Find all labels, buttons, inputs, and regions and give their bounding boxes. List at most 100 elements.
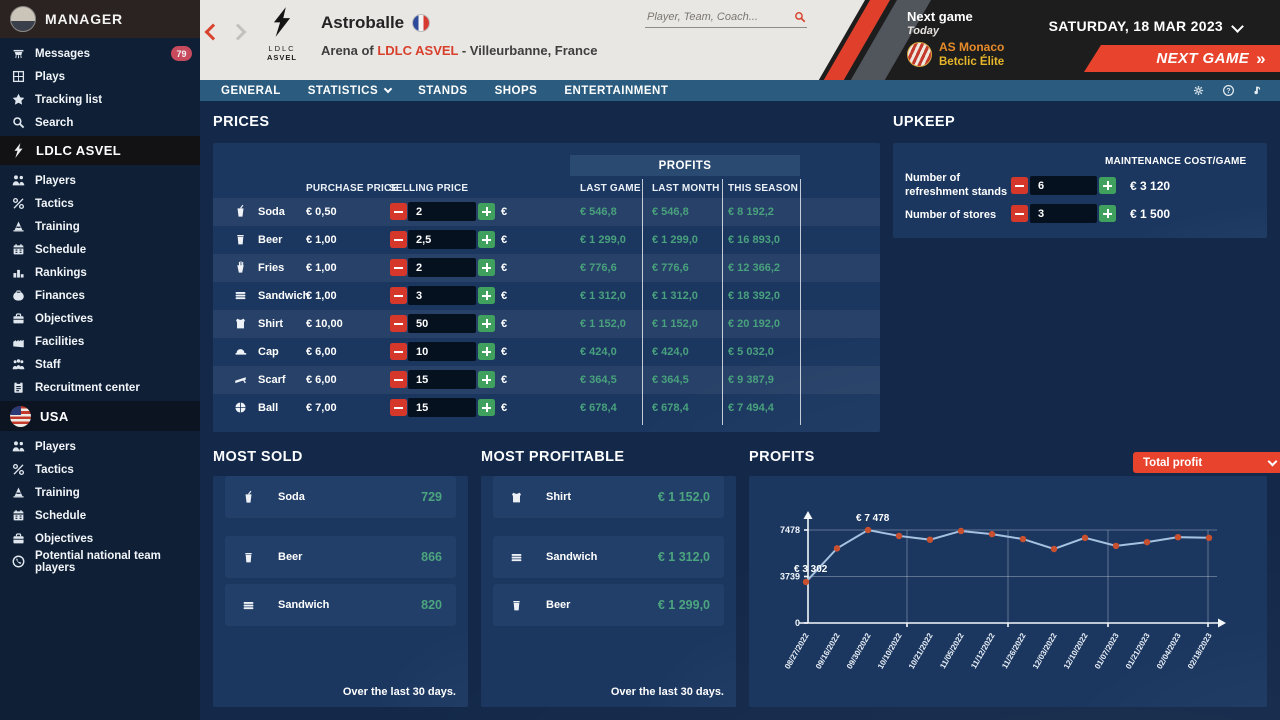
sidebar-item-tracking-list[interactable]: Tracking list <box>0 88 200 111</box>
sidebar-usa-header[interactable]: USA <box>0 401 200 431</box>
selling-price-input[interactable]: 10 <box>408 342 476 361</box>
sidebar-item-search[interactable]: Search <box>0 111 200 134</box>
selling-price-input[interactable]: 3 <box>408 286 476 305</box>
sidebar-item-label: Rankings <box>35 266 87 279</box>
increase-price-button[interactable] <box>478 259 495 276</box>
decrease-stores-button[interactable] <box>1011 205 1028 222</box>
selling-price-input[interactable]: 2,5 <box>408 230 476 249</box>
stores-count-input[interactable]: 3 <box>1030 204 1097 223</box>
decrease-price-button[interactable] <box>390 287 407 304</box>
product-name: Soda <box>258 206 285 218</box>
date-dropdown[interactable]: SATURDAY, 18 MAR 2023 <box>1049 18 1244 34</box>
search-input[interactable] <box>645 10 793 24</box>
chevron-down-icon <box>1267 456 1278 467</box>
profit-last-month: € 1 152,0 <box>652 318 698 330</box>
tab-entertainment[interactable]: ENTERTAINMENT <box>564 85 668 97</box>
france-flag-icon <box>412 14 431 32</box>
search-icon[interactable] <box>793 10 807 24</box>
sidebar-item[interactable]: Finances <box>0 284 200 307</box>
arena-team-link[interactable]: LDLC ASVEL <box>377 43 459 58</box>
decrease-price-button[interactable] <box>390 231 407 248</box>
sidebar-item[interactable]: Players <box>0 435 200 458</box>
selling-price-input[interactable]: 50 <box>408 314 476 333</box>
sidebar-item[interactable]: Training <box>0 481 200 504</box>
decrease-price-button[interactable] <box>390 343 407 360</box>
facilities-icon <box>11 334 26 349</box>
increase-price-button[interactable] <box>478 287 495 304</box>
upkeep-panel: MAINTENANCE COST/GAME Number of refreshm… <box>893 143 1267 238</box>
sidebar-item[interactable]: Tactics <box>0 458 200 481</box>
selling-price-input[interactable]: 2 <box>408 258 476 277</box>
decrease-stands-button[interactable] <box>1011 177 1028 194</box>
manager-label: MANAGER <box>45 11 123 27</box>
sidebar-item[interactable]: Objectives <box>0 527 200 550</box>
help-icon[interactable]: ? <box>1222 84 1235 97</box>
purchase-price: € 1,00 <box>306 234 337 246</box>
chevron-down-icon <box>383 84 393 94</box>
top-bar: LDLC ASVEL Astroballe Arena of LDLC ASVE… <box>200 0 1280 80</box>
selling-price-input[interactable]: 15 <box>408 370 476 389</box>
sidebar-item[interactable]: Staff <box>0 353 200 376</box>
players-icon <box>11 439 26 454</box>
stands-count-input[interactable]: 6 <box>1030 176 1097 195</box>
tactics-icon <box>11 462 26 477</box>
increase-price-button[interactable] <box>478 203 495 220</box>
decrease-price-button[interactable] <box>390 315 407 332</box>
product-name: Scarf <box>258 374 286 386</box>
sidebar-item[interactable]: Schedule <box>0 504 200 527</box>
selling-price-input[interactable]: 15 <box>408 398 476 417</box>
arena-name: Astroballe <box>321 13 405 32</box>
col-last-month: LAST MONTH <box>652 183 720 194</box>
sidebar-item[interactable]: Players <box>0 169 200 192</box>
back-arrow-icon[interactable] <box>204 23 222 41</box>
sidebar-item-messages[interactable]: Messages 79 <box>0 42 200 65</box>
music-note-icon[interactable] <box>1252 84 1265 97</box>
upkeep-title: UPKEEP <box>893 114 956 130</box>
profit-type-dropdown[interactable]: Total profit <box>1133 452 1280 473</box>
manager-header[interactable]: MANAGER <box>0 0 200 38</box>
next-game-info[interactable]: Next game Today AS Monaco Betclic Élite <box>907 9 1004 69</box>
menu-tabs: GENERAL STATISTICS STANDS SHOPS ENTERTAI… <box>200 85 668 97</box>
tab-stands[interactable]: STANDS <box>418 85 467 97</box>
increase-price-button[interactable] <box>478 371 495 388</box>
sidebar-item[interactable]: Objectives <box>0 307 200 330</box>
increase-price-button[interactable] <box>478 231 495 248</box>
tab-shops[interactable]: SHOPS <box>495 85 538 97</box>
sidebar-item[interactable]: Rankings <box>0 261 200 284</box>
forward-arrow-icon[interactable] <box>229 23 247 41</box>
sidebar-item-plays[interactable]: Plays <box>0 65 200 88</box>
profit-this-season: € 12 366,2 <box>728 262 780 274</box>
svg-text:02/04/2023: 02/04/2023 <box>1155 631 1183 671</box>
tab-label: SHOPS <box>494 84 538 97</box>
sidebar-item[interactable]: Potential national team players <box>0 550 200 574</box>
sidebar-item[interactable]: Schedule <box>0 238 200 261</box>
sidebar-item[interactable]: Training <box>0 215 200 238</box>
decrease-price-button[interactable] <box>390 259 407 276</box>
sidebar-item[interactable]: Tactics <box>0 192 200 215</box>
sidebar-item[interactable]: Facilities <box>0 330 200 353</box>
prices-title: PRICES <box>213 114 270 130</box>
decrease-price-button[interactable] <box>390 203 407 220</box>
gear-icon[interactable] <box>1192 84 1205 97</box>
sidebar-item-label: Staff <box>35 358 61 371</box>
increase-price-button[interactable] <box>478 399 495 416</box>
increase-price-button[interactable] <box>478 343 495 360</box>
tab-general[interactable]: GENERAL <box>221 85 281 97</box>
profit-last-game: € 1 312,0 <box>580 290 626 302</box>
price-row: Fries € 1,00 2 € € 776,6 € 776,6 € 12 36… <box>213 254 880 282</box>
usa-name: USA <box>40 408 69 424</box>
increase-stores-button[interactable] <box>1099 205 1116 222</box>
sidebar-team-header[interactable]: LDLC ASVEL <box>0 136 200 165</box>
tab-statistics[interactable]: STATISTICS <box>308 84 393 97</box>
sidebar-item[interactable]: Recruitment center <box>0 376 200 399</box>
selling-price-input[interactable]: 2 <box>408 202 476 221</box>
next-game-button[interactable]: NEXT GAME » <box>1084 45 1280 72</box>
decrease-price-button[interactable] <box>390 399 407 416</box>
profit-this-season: € 18 392,0 <box>728 290 780 302</box>
svg-text:08/27/2022: 08/27/2022 <box>783 631 811 671</box>
sandwich-icon <box>241 598 256 613</box>
increase-price-button[interactable] <box>478 315 495 332</box>
increase-stands-button[interactable] <box>1099 177 1116 194</box>
stands-maintenance-cost: € 3 120 <box>1130 179 1171 193</box>
decrease-price-button[interactable] <box>390 371 407 388</box>
